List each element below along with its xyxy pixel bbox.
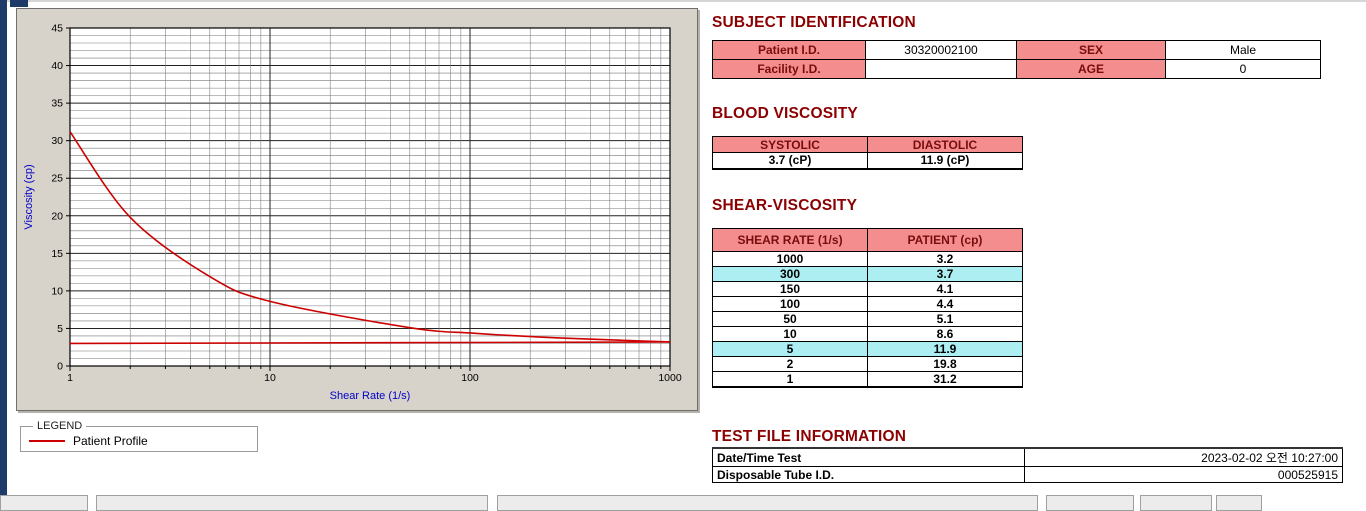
age-label: AGE bbox=[1016, 59, 1166, 79]
svg-text:45: 45 bbox=[51, 23, 63, 35]
shear-rate-cell: 10 bbox=[712, 326, 868, 342]
shear-rate-cell: 100 bbox=[712, 296, 868, 312]
shear-rate-header: SHEAR RATE (1/s) bbox=[712, 228, 868, 252]
table-row: Patient I.D. 30320002100 SEX Male bbox=[712, 40, 1321, 60]
shear-rate-cell: 50 bbox=[712, 311, 868, 327]
age-value: 0 bbox=[1165, 59, 1321, 79]
patient-viscosity-cell: 8.6 bbox=[867, 326, 1023, 342]
patient-viscosity-cell: 5.1 bbox=[867, 311, 1023, 327]
svg-text:1: 1 bbox=[67, 372, 73, 384]
shear-rate-cell: 300 bbox=[712, 266, 868, 282]
legend-series-label: Patient Profile bbox=[73, 434, 148, 448]
table-row: 3.7 (cP) 11.9 (cP) bbox=[712, 152, 1023, 170]
patient-viscosity-cell: 31.2 bbox=[867, 371, 1023, 388]
subject-identification-heading: SUBJECT IDENTIFICATION bbox=[712, 14, 916, 31]
patient-viscosity-cell: 3.2 bbox=[867, 251, 1023, 267]
disposable-tube-id-label: Disposable Tube I.D. bbox=[712, 466, 1025, 483]
table-row: 10 8.6 bbox=[712, 326, 1023, 342]
date-time-test-label: Date/Time Test bbox=[712, 447, 1025, 467]
table-row: Facility I.D. AGE 0 bbox=[712, 59, 1321, 79]
patient-viscosity-cell: 4.4 bbox=[867, 296, 1023, 312]
svg-text:15: 15 bbox=[51, 248, 63, 260]
svg-text:35: 35 bbox=[51, 98, 63, 110]
viscosity-chart: 0 5 10 15 20 25 30 35 40 45 1 10 100 1000 Viscosity (c… bbox=[23, 23, 682, 403]
patient-viscosity-cell: 11.9 bbox=[867, 341, 1023, 357]
chart-legend: LEGEND Patient Profile bbox=[20, 420, 258, 452]
svg-text:10: 10 bbox=[264, 372, 276, 384]
patient-id-value: 30320002100 bbox=[865, 40, 1017, 60]
shear-rate-cell: 1000 bbox=[712, 251, 868, 267]
patient-id-label: Patient I.D. bbox=[712, 40, 866, 60]
bottom-toolbar-button[interactable] bbox=[0, 495, 88, 511]
svg-text:25: 25 bbox=[51, 173, 63, 185]
table-row: 1 31.2 bbox=[712, 371, 1023, 388]
table-row: 150 4.1 bbox=[712, 281, 1023, 297]
table-row: 2 19.8 bbox=[712, 356, 1023, 372]
shear-rate-cell: 2 bbox=[712, 356, 868, 372]
window-top-edge bbox=[0, 0, 1366, 2]
shear-rate-cell: 5 bbox=[712, 341, 868, 357]
diastolic-value: 11.9 (cP) bbox=[867, 152, 1023, 170]
facility-id-value bbox=[865, 59, 1017, 79]
shear-rate-cell: 150 bbox=[712, 281, 868, 297]
bottom-toolbar-button[interactable] bbox=[96, 495, 488, 511]
svg-text:100: 100 bbox=[461, 372, 479, 384]
shear-viscosity-table: SHEAR RATE (1/s) PATIENT (cp) 1000 3.2 3… bbox=[712, 228, 1023, 388]
test-file-information-table: Date/Time Test 2023-02-02 오전 10:27:00 Di… bbox=[712, 447, 1343, 483]
svg-text:Shear Rate (1/s): Shear Rate (1/s) bbox=[330, 390, 411, 402]
date-time-test-value: 2023-02-02 오전 10:27:00 bbox=[1024, 447, 1343, 467]
svg-text:1000: 1000 bbox=[658, 372, 682, 384]
bottom-toolbar-button[interactable] bbox=[1216, 495, 1262, 511]
svg-text:5: 5 bbox=[57, 323, 63, 335]
systolic-value: 3.7 (cP) bbox=[712, 152, 868, 170]
svg-text:0: 0 bbox=[57, 361, 63, 373]
table-row: 100 4.4 bbox=[712, 296, 1023, 312]
test-file-information-heading: TEST FILE INFORMATION bbox=[712, 428, 907, 445]
shear-viscosity-heading: SHEAR-VISCOSITY bbox=[712, 197, 858, 214]
svg-text:30: 30 bbox=[51, 135, 63, 147]
patient-viscosity-cell: 19.8 bbox=[867, 356, 1023, 372]
table-row: 300 3.7 bbox=[712, 266, 1023, 282]
table-row: Disposable Tube I.D. 000525915 bbox=[712, 466, 1343, 483]
window-corner-notch bbox=[10, 0, 28, 7]
svg-text:40: 40 bbox=[51, 60, 63, 72]
bottom-toolbar-button[interactable] bbox=[1046, 495, 1134, 511]
systolic-header: SYSTOLIC bbox=[712, 136, 868, 153]
viscosity-chart-panel: 0 5 10 15 20 25 30 35 40 45 1 10 100 1000 Viscosity (c… bbox=[16, 8, 698, 411]
svg-text:Viscosity (cp): Viscosity (cp) bbox=[23, 164, 35, 229]
facility-id-label: Facility I.D. bbox=[712, 59, 866, 79]
disposable-tube-id-value: 000525915 bbox=[1024, 466, 1343, 483]
bottom-toolbar-button[interactable] bbox=[1140, 495, 1212, 511]
shear-rate-cell: 1 bbox=[712, 371, 868, 388]
bottom-toolbar-button[interactable] bbox=[497, 495, 1038, 511]
table-row: Date/Time Test 2023-02-02 오전 10:27:00 bbox=[712, 447, 1343, 467]
blood-viscosity-heading: BLOOD VISCOSITY bbox=[712, 105, 858, 122]
sex-label: SEX bbox=[1016, 40, 1166, 60]
legend-line-sample bbox=[29, 440, 65, 442]
subject-identification-table: Patient I.D. 30320002100 SEX Male Facili… bbox=[712, 40, 1321, 79]
svg-text:20: 20 bbox=[51, 210, 63, 222]
legend-title: LEGEND bbox=[37, 420, 83, 432]
patient-viscosity-cell: 4.1 bbox=[867, 281, 1023, 297]
svg-text:10: 10 bbox=[51, 285, 63, 297]
sex-value: Male bbox=[1165, 40, 1321, 60]
table-row: 1000 3.2 bbox=[712, 251, 1023, 267]
table-row: 50 5.1 bbox=[712, 311, 1023, 327]
table-header-row: SHEAR RATE (1/s) PATIENT (cp) bbox=[712, 228, 1023, 252]
table-header-row: SYSTOLIC DIASTOLIC bbox=[712, 136, 1023, 153]
window-left-edge bbox=[0, 0, 7, 508]
blood-viscosity-table: SYSTOLIC DIASTOLIC 3.7 (cP) 11.9 (cP) bbox=[712, 136, 1023, 170]
patient-cp-header: PATIENT (cp) bbox=[867, 228, 1023, 252]
patient-viscosity-cell: 3.7 bbox=[867, 266, 1023, 282]
diastolic-header: DIASTOLIC bbox=[867, 136, 1023, 153]
table-row: 5 11.9 bbox=[712, 341, 1023, 357]
